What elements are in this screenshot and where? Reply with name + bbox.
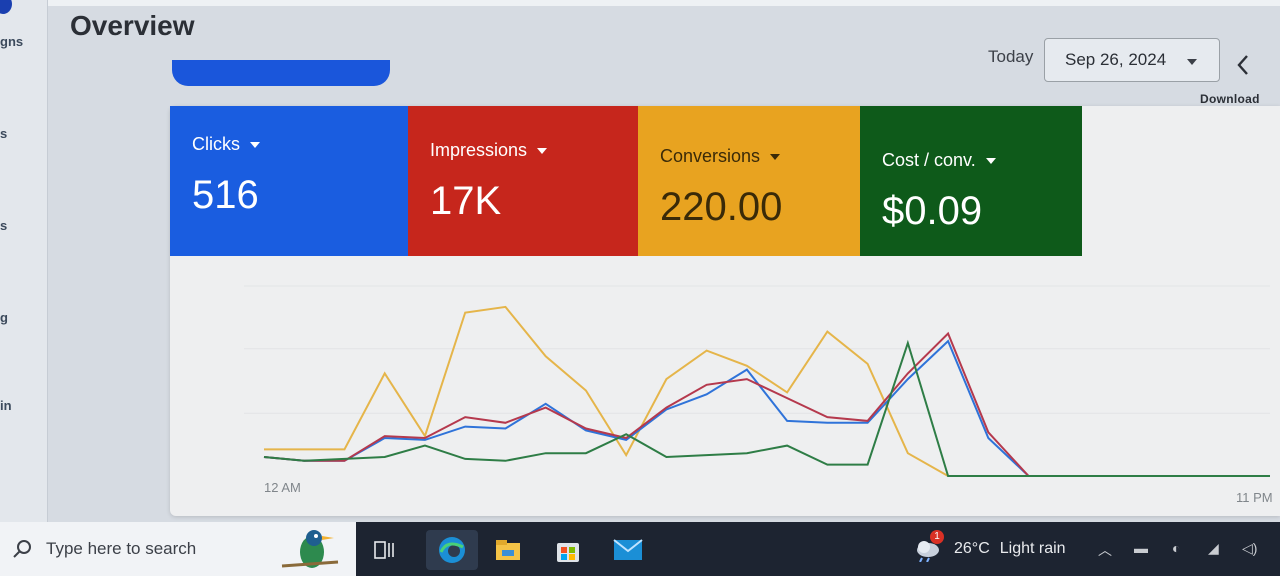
weather-temperature: 26°C <box>954 540 990 557</box>
nav-item-campaigns[interactable]: gns <box>0 34 24 49</box>
overview-panel: Clicks 516 Impressions 17K Conversions 2… <box>170 106 1280 516</box>
weather-widget[interactable]: 1 26°C Light rain <box>914 530 1066 563</box>
nav-logo[interactable] <box>0 0 12 14</box>
meet-now-icon[interactable]: ◐ <box>1172 540 1181 556</box>
series-line-3 <box>263 339 1270 477</box>
weather-badge: 1 <box>930 530 944 544</box>
file-explorer-icon[interactable] <box>488 530 528 570</box>
series-line-0 <box>264 305 1270 477</box>
weather-description: Light rain <box>999 540 1066 557</box>
series-line-2 <box>263 331 1270 477</box>
dropdown-caret-icon <box>985 157 996 164</box>
metric-card-conversions[interactable]: Conversions 220.00 <box>638 106 860 256</box>
mail-icon[interactable] <box>608 530 648 570</box>
left-nav: gns s s g in <box>0 0 48 524</box>
network-icon[interactable]: ◢ <box>1208 540 1219 556</box>
download-link[interactable]: Download <box>1200 92 1260 106</box>
previous-period-button[interactable] <box>1228 48 1258 82</box>
chevron-left-icon <box>1237 55 1248 75</box>
bird-illustration-icon <box>281 530 339 568</box>
edge-browser-icon[interactable] <box>426 530 478 570</box>
performance-chart: 12 AM 11 PM <box>170 256 1280 516</box>
date-range-label: Today <box>988 47 1034 66</box>
date-range-value: Sep 26, 2024 <box>1065 50 1167 69</box>
metric-label: Cost / conv. <box>882 150 976 170</box>
metric-label: Impressions <box>430 140 528 160</box>
nav-item-5[interactable]: in <box>0 398 12 413</box>
page-title: Overview <box>70 10 195 41</box>
metric-card-cost-per-conversion[interactable]: Cost / conv. $0.09 <box>860 106 1082 256</box>
chevron-down-icon <box>1187 59 1197 65</box>
date-range-select[interactable]: Sep 26, 2024 <box>1044 38 1220 82</box>
search-placeholder: Type here to search <box>46 539 197 558</box>
metric-label: Conversions <box>660 146 761 166</box>
weather-rain-icon: 1 <box>914 530 944 563</box>
metric-label: Clicks <box>192 134 240 154</box>
top-rule <box>48 0 1280 6</box>
show-hidden-icons-chevron-icon[interactable]: ︿ <box>1098 542 1112 558</box>
metric-value: 17K <box>430 179 502 223</box>
nav-item-3[interactable]: s <box>0 218 8 233</box>
metric-card-clicks[interactable]: Clicks 516 <box>170 106 408 256</box>
metric-value: 516 <box>192 173 259 217</box>
dropdown-caret-icon <box>770 153 781 160</box>
nav-item-4[interactable]: g <box>0 310 8 325</box>
x-axis-end-label: 11 PM <box>1236 490 1273 505</box>
task-view-icon[interactable] <box>364 530 404 570</box>
microsoft-store-icon[interactable] <box>548 530 588 570</box>
metric-value: $0.09 <box>882 189 983 233</box>
nav-item-2[interactable]: s <box>0 126 8 141</box>
dropdown-caret-icon <box>537 147 548 154</box>
metric-card-impressions[interactable]: Impressions 17K <box>408 106 638 256</box>
series-line-1 <box>263 339 1270 477</box>
metric-value: 220.00 <box>660 185 783 229</box>
line-chart-svg <box>244 285 1270 477</box>
taskbar-search[interactable]: Type here to search <box>0 522 356 576</box>
taskbar: Type here to search <box>0 522 1280 576</box>
search-icon <box>13 540 31 558</box>
scrolled-button-edge[interactable] <box>172 60 390 86</box>
volume-icon[interactable]: ◁) <box>1242 540 1258 556</box>
battery-icon[interactable]: ▬ <box>1134 540 1148 556</box>
dropdown-caret-icon <box>250 141 260 148</box>
x-axis-start-label: 12 AM <box>264 480 301 495</box>
